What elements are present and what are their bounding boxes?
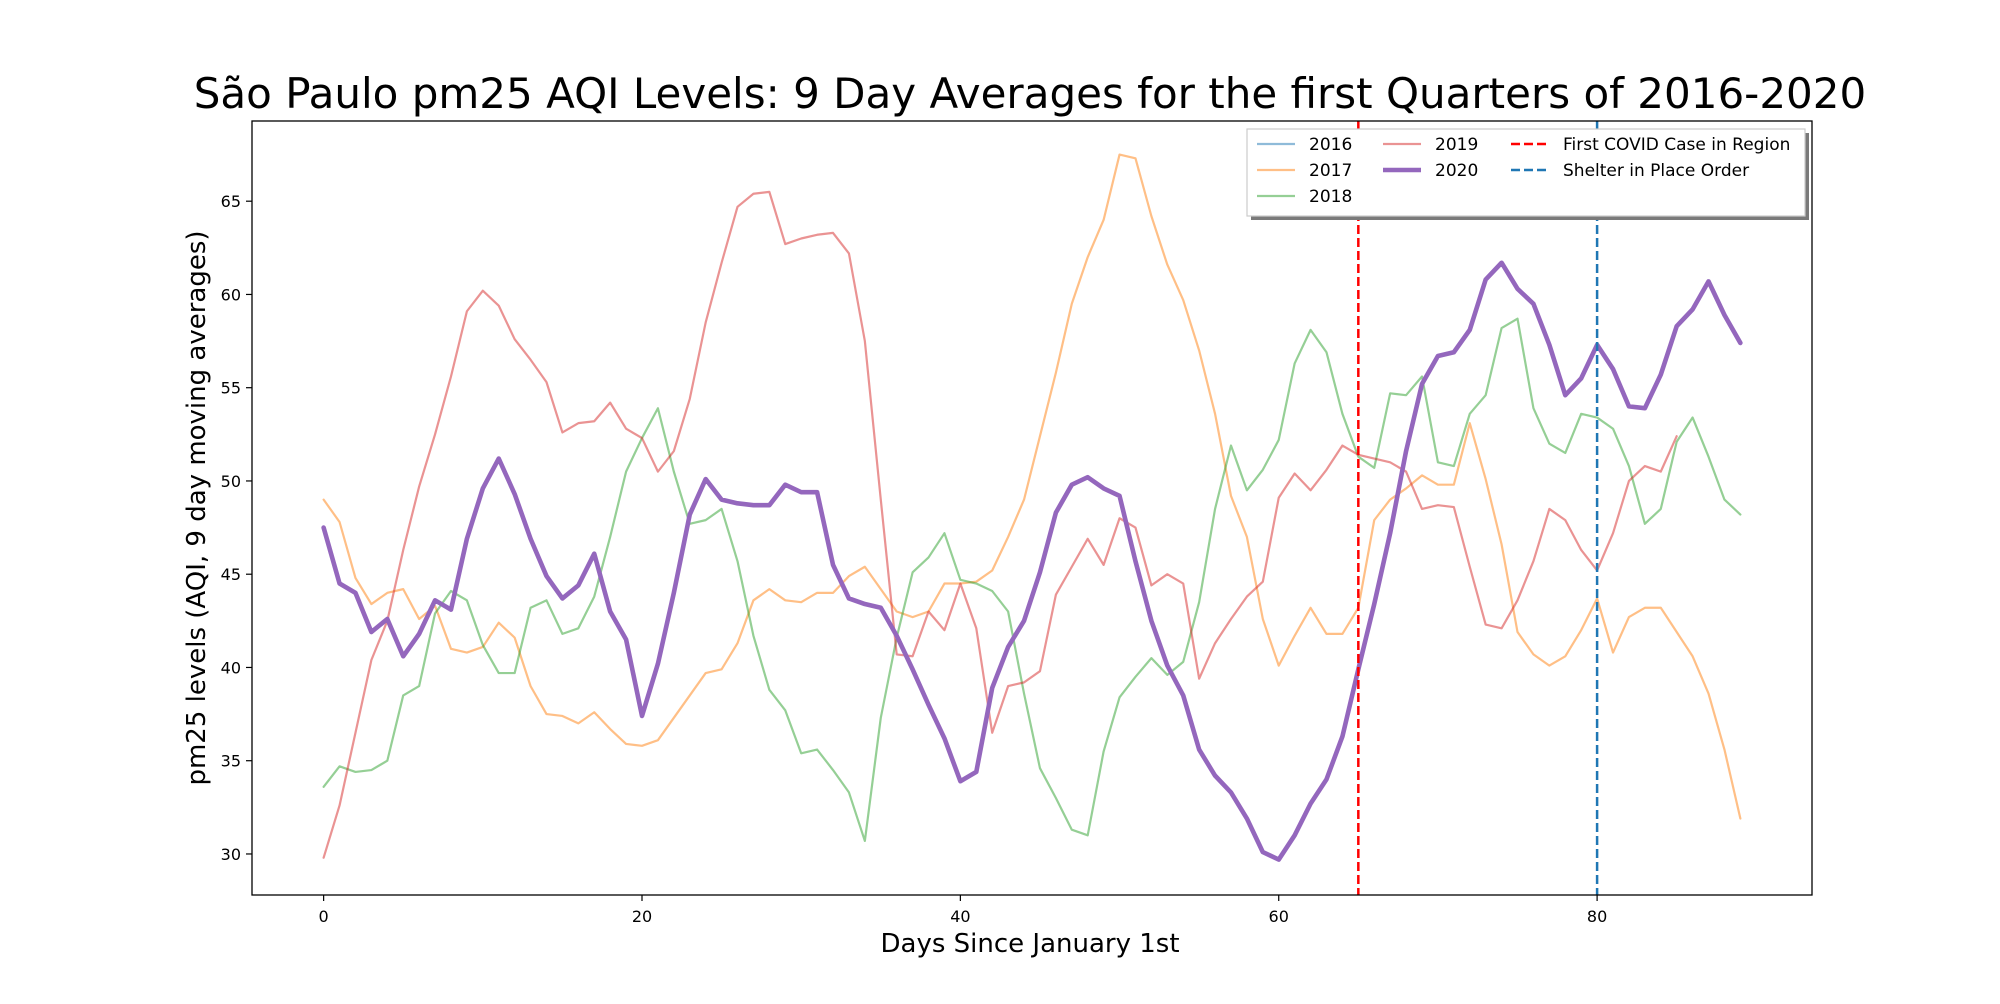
x-axis-title: Days Since January 1st xyxy=(880,929,1179,959)
series-line-2019 xyxy=(322,190,1678,859)
legend-label-2016: 2016 xyxy=(1309,135,1352,155)
y-tick-label: 65 xyxy=(221,192,241,211)
series-line-2017 xyxy=(322,153,1742,820)
x-tick-label: 20 xyxy=(632,907,652,926)
legend-label-first-covid-case-in-region: First COVID Case in Region xyxy=(1563,135,1790,155)
legend: 2016 2017 2018 2019 2020 First COVID Case in … xyxy=(1246,128,1809,220)
x-tick-label: 60 xyxy=(1269,907,1289,926)
y-tick-label: 30 xyxy=(221,845,241,864)
legend-label-2020: 2020 xyxy=(1435,161,1478,181)
legend-label-2017: 2017 xyxy=(1309,161,1352,181)
x-tick-label: 40 xyxy=(950,907,970,926)
plot-frame xyxy=(251,120,1813,896)
x-tick-label: 80 xyxy=(1587,907,1607,926)
legend-label-2018: 2018 xyxy=(1309,187,1352,207)
y-tick-label: 60 xyxy=(221,285,241,304)
x-tick-label: 0 xyxy=(319,907,329,926)
legend-label-2019: 2019 xyxy=(1435,135,1478,155)
series-line-2020 xyxy=(321,260,1743,862)
y-axis-title: pm25 levels (AQI, 9 day moving averages) xyxy=(182,230,212,785)
y-tick-label: 40 xyxy=(221,658,241,677)
y-tick-label: 35 xyxy=(221,752,241,771)
series-layer xyxy=(321,121,1743,895)
legend-label-shelter-in-place-order: Shelter in Place Order xyxy=(1563,161,1749,181)
y-tick-label: 55 xyxy=(221,379,241,398)
chart-title: São Paulo pm25 AQI Levels: 9 Day Average… xyxy=(194,69,1866,118)
plot-area: 0 20 40 60 80 30 35 40 45 50 55 60 65 xyxy=(221,120,1813,926)
series-line-2018 xyxy=(322,317,1742,843)
y-tick-label: 45 xyxy=(221,565,241,584)
y-tick-label: 50 xyxy=(221,472,241,491)
